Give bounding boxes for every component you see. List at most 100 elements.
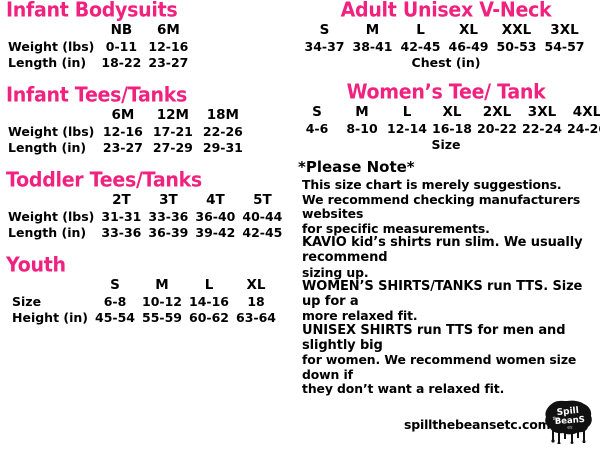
right-column: Adult Unisex V-Neck S M L XL XXL 3XL 34-… [296, 0, 600, 401]
note-title: *Please Note* [298, 158, 415, 176]
section-title-toddler-tees-tanks: Toddler Tees/Tanks [6, 168, 202, 192]
table-row: Length (in) 33-36 36-39 39-42 42-45 [8, 225, 287, 241]
table-header-row: S M L XL XXL 3XL [302, 23, 590, 39]
table-row: Length (in) 18-22 23-27 [8, 55, 193, 71]
column-header: 6M [111, 107, 135, 123]
cell-value: 33-36 [101, 225, 142, 240]
note-line: WOMEN’S SHIRTS/TANKS run TTS. Size up fo… [302, 279, 583, 309]
cell-value: 12-16 [148, 39, 189, 54]
header-blank [12, 278, 93, 294]
svg-text:Spill: Spill [556, 406, 579, 418]
cell-value: 29-31 [202, 140, 243, 155]
note-line: UNISEX SHIRTS run TTS for men and slight… [302, 322, 566, 353]
section-title-youth: Youth [6, 253, 66, 277]
table-row: Weight (lbs) 0-11 12-16 [8, 39, 193, 55]
note-line: KAVIO kid’s shirts run slim. We usually … [302, 235, 583, 265]
cell-value: 18 [247, 294, 265, 309]
cell-value: 27-29 [152, 140, 193, 155]
header-blank [8, 108, 99, 124]
table-infant-bodysuits: NB 6M Weight (lbs) 0-11 12-16 Length (in… [8, 23, 193, 71]
cell-value: 31-31 [101, 209, 142, 224]
cell-value: 42-45 [400, 39, 441, 54]
table-row: 4-6 8-10 12-14 16-18 20-22 22-24 24-26 [296, 121, 600, 137]
note-line: sizing up. [302, 264, 369, 280]
table-header-row: NB 6M [8, 23, 193, 39]
table-row: Weight (lbs) 31-31 33-36 36-40 40-44 [8, 209, 287, 225]
section-infant-bodysuits: Infant Bodysuits NB 6M Weight (lbs) 0-11… [6, 0, 296, 71]
website-url[interactable]: spillthebeansetc.com [404, 417, 551, 432]
row-label: Length (in) [8, 55, 87, 70]
brand-logo-icon: Spill the BeanS etc [543, 400, 595, 445]
column-header: 4T [206, 192, 225, 208]
column-header: S [319, 22, 330, 38]
cell-value: 14-16 [189, 294, 229, 309]
section-title-womens-tee-tank: Women’s Tee/ Tank [346, 80, 546, 104]
column-header: 4XL [572, 104, 600, 120]
column-header: 12M [156, 107, 189, 123]
cell-value: 54-57 [544, 39, 585, 54]
cell-value: 39-42 [195, 225, 236, 240]
section-adult-unisex-vneck: Adult Unisex V-Neck S M L XL XXL 3XL 34-… [296, 0, 596, 70]
cell-value: 36-39 [148, 225, 189, 240]
column-header: NB [110, 22, 133, 38]
cell-value: 12-16 [102, 124, 143, 139]
cell-value: 42-45 [242, 225, 283, 240]
column-header: XL [458, 22, 478, 38]
cell-value: 12-14 [387, 121, 427, 136]
cell-value: 34-37 [304, 39, 345, 54]
note-body: This size chart is merely suggestions. W… [302, 177, 596, 397]
column-header: 2XL [482, 104, 512, 120]
section-title-adult-unisex-vneck: Adult Unisex V-Neck [340, 0, 552, 22]
cell-value: 36-40 [195, 209, 236, 224]
cell-value: 24-26 [567, 121, 600, 136]
section-womens-tee-tank: Women’s Tee/ Tank S M L XL 2XL 3XL 4XL 4… [296, 80, 600, 152]
column-header: L [204, 277, 214, 293]
cell-value: 4-6 [305, 121, 329, 136]
column-header: 3T [159, 192, 178, 208]
table-toddler-tees-tanks: 2T 3T 4T 5T Weight (lbs) 31-31 33-36 36-… [8, 193, 287, 241]
column-header: 6M [156, 22, 180, 38]
table-row: Height (in) 45-54 55-59 60-62 63-64 [12, 310, 281, 326]
cell-value: 22-24 [522, 121, 562, 136]
table-row: Size 6-8 10-12 14-16 18 [12, 294, 281, 310]
column-header: XL [442, 104, 462, 120]
cell-value: 33-36 [148, 209, 189, 224]
column-header: M [365, 22, 380, 38]
row-label: Length (in) [8, 225, 87, 240]
section-infant-tees-tanks: Infant Tees/Tanks 6M 12M 18M Weight (lbs… [6, 84, 296, 156]
table-adult-unisex-vneck: S M L XL XXL 3XL 34-37 38-41 42-45 46-49… [302, 23, 590, 55]
note-line: We recommend checking manufacturers webs… [302, 191, 581, 222]
table-youth: S M L XL Size 6-8 10-12 14-16 18 Height … [12, 278, 281, 326]
cell-value: 46-49 [448, 39, 489, 54]
cell-value: 55-59 [142, 310, 182, 325]
cell-value: 40-44 [242, 209, 283, 224]
section-youth: Youth S M L XL Size 6-8 10-12 14-16 18 [6, 253, 296, 326]
svg-text:BeanS: BeanS [554, 415, 585, 427]
column-header: XXL [501, 22, 532, 38]
cell-value: 22-26 [202, 124, 243, 139]
cell-value: 10-12 [142, 294, 182, 309]
column-header: 3XL [527, 104, 557, 120]
note-line: they don’t want a relaxed fit. [302, 381, 505, 397]
row-label: Length (in) [8, 140, 87, 155]
table-header-row: 6M 12M 18M [8, 108, 249, 124]
cell-value: 0-11 [105, 39, 138, 54]
cell-value: 50-53 [496, 39, 537, 54]
section-title-infant-bodysuits: Infant Bodysuits [6, 0, 178, 22]
table-womens-tee-tank: S M L XL 2XL 3XL 4XL 4-6 8-10 12-14 16-1… [296, 105, 600, 137]
table-header-row: 2T 3T 4T 5T [8, 193, 287, 209]
cell-value: 17-21 [152, 124, 193, 139]
row-label: Weight (lbs) [8, 124, 95, 139]
cell-value: 23-27 [148, 55, 189, 70]
column-header: M [355, 104, 369, 120]
column-header: 18M [206, 107, 239, 123]
svg-text:etc: etc [567, 426, 572, 430]
cell-value: 38-41 [352, 39, 393, 54]
row-label: Height (in) [12, 310, 89, 325]
cell-value: 45-54 [95, 310, 135, 325]
section-please-note: *Please Note* This size chart is merely … [296, 158, 596, 397]
unit-label-size: Size [431, 137, 461, 152]
cell-value: 60-62 [189, 310, 229, 325]
column-header: S [312, 104, 322, 120]
